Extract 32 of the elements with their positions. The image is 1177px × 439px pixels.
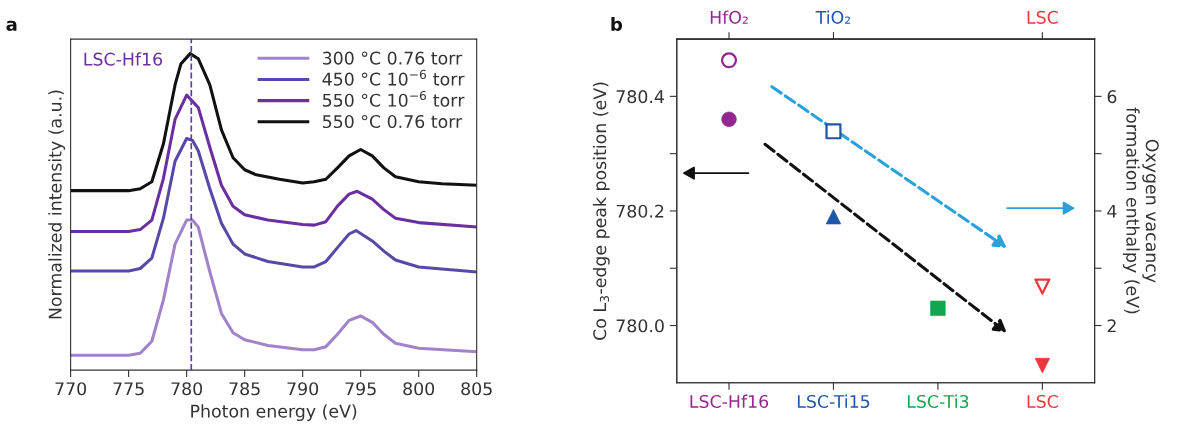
annotation: LSC (1027, 10, 1058, 24)
y2-tick-label: 2 (1107, 319, 1116, 333)
y2-axis-title: Oxygen vacancy formation enthalpy (eV) (1122, 107, 1159, 314)
annotation: LSC-Hf16 (84, 52, 163, 66)
x-tick-label: 785 (229, 382, 260, 396)
annotation: TiO₂ (815, 10, 851, 24)
x-tick-label: LSC-Ti3 (907, 394, 969, 409)
x-tick-label: 790 (287, 382, 319, 396)
y-axis-title: Normalized intensity (a.u.) (48, 90, 66, 319)
x-tick-label: 800 (403, 382, 435, 396)
x-tick-label: 770 (55, 382, 87, 396)
chart-title: b (611, 17, 623, 31)
legend-label: 550 °C 0.76 torr (322, 114, 463, 129)
x-tick-label: LSC-Ti15 (797, 394, 870, 409)
x-axis-title: Photon energy (eV) (191, 404, 357, 422)
x-tick-label: 805 (461, 382, 492, 396)
x-tick-label: 775 (113, 382, 144, 396)
x-tick-label: LSC-Hf16 (690, 394, 769, 409)
y-axis-title: Co L$_{3}$-edge peak position (eV) (592, 82, 610, 340)
y-tick-label: 780.4 (616, 90, 664, 104)
y2-tick-label: 6 (1107, 90, 1117, 104)
y-tick-label: 780.2 (616, 204, 664, 218)
annotation: HfO₂ (710, 10, 748, 24)
legend-label: 450 °C 10$^{−6}$ torr (322, 69, 465, 86)
x-tick-label: LSC (1027, 394, 1058, 409)
y2-tick-label: 4 (1107, 204, 1117, 218)
legend-label: 300 °C 0.76 torr (322, 51, 463, 65)
y-tick-label: 780.0 (616, 319, 664, 333)
chart-title: a (6, 20, 17, 31)
legend-label: 550 °C 10$^{−6}$ torr (322, 90, 465, 107)
x-tick-label: 795 (345, 382, 376, 396)
x-tick-label: 780 (171, 382, 203, 396)
